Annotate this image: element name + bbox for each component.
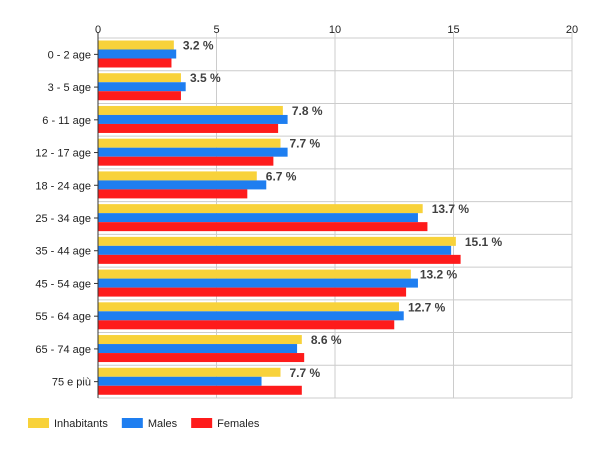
category-label: 25 - 34 age	[35, 213, 91, 225]
bar-males-55-64-age	[98, 311, 404, 321]
bar-females-12-17-age	[98, 156, 274, 166]
bar-females-18-24-age	[98, 189, 248, 199]
bar-inhabitants-55-64-age	[98, 302, 399, 312]
bar-males-3-5-age	[98, 82, 186, 92]
bar-inhabitants-0-2-age	[98, 40, 174, 50]
legend-item-males: Males	[121, 418, 178, 430]
category-label: 12 - 17 age	[35, 148, 91, 160]
bar-females-25-34-age	[98, 222, 428, 232]
data-label-0-2-age: 3.2 %	[183, 39, 214, 53]
bar-females-75-e-pi	[98, 385, 302, 395]
data-label-6-11-age: 7.8 %	[292, 104, 323, 118]
legend-item-inhabitants: Inhabitants	[28, 418, 108, 430]
bar-males-35-44-age	[98, 245, 452, 255]
bar-females-45-54-age	[98, 287, 407, 297]
bar-females-55-64-age	[98, 320, 395, 330]
data-label-55-64-age: 12.7 %	[408, 300, 446, 314]
x-tick-label: 5	[213, 24, 219, 36]
bar-males-0-2-age	[98, 49, 177, 59]
x-tick-label: 20	[566, 24, 578, 36]
category-label: 18 - 24 age	[35, 180, 91, 192]
category-label: 0 - 2 age	[48, 49, 91, 61]
bar-males-18-24-age	[98, 180, 267, 190]
bar-females-65-74-age	[98, 353, 305, 363]
legend-swatch-males	[121, 418, 143, 428]
data-label-18-24-age: 6.7 %	[266, 169, 297, 183]
bar-males-75-e-pi	[98, 376, 262, 386]
data-label-25-34-age: 13.7 %	[432, 202, 470, 216]
bar-inhabitants-65-74-age	[98, 335, 302, 345]
data-label-3-5-age: 3.5 %	[190, 71, 221, 85]
category-label: 3 - 5 age	[48, 82, 91, 94]
data-label-75-e-pi: 7.7 %	[289, 366, 320, 380]
labels-layer: 3.2 % 3.5 % 7.8 % 7.7 % 6.7 % 13.7 % 15.1 % 13.…	[183, 39, 503, 380]
bar-inhabitants-12-17-age	[98, 138, 281, 148]
legend-item-females: Females	[191, 418, 260, 430]
axis-layer: 0 5 10 15 20 0 - 2 age 3 - 5 age 6 - 11 age 12 -…	[35, 24, 578, 398]
x-tick-label: 10	[329, 24, 341, 36]
bar-inhabitants-75-e-pi	[98, 367, 281, 377]
bar-inhabitants-35-44-age	[98, 236, 456, 246]
legend-swatch-females	[191, 418, 213, 428]
bar-males-12-17-age	[98, 147, 288, 157]
bar-males-25-34-age	[98, 213, 418, 223]
legend-label-inhabitants: Inhabitants	[54, 418, 108, 430]
data-label-45-54-age: 13.2 %	[420, 268, 458, 282]
bar-inhabitants-45-54-age	[98, 269, 411, 279]
bar-females-35-44-age	[98, 254, 461, 264]
x-tick-label: 15	[447, 24, 459, 36]
legend-label-males: Males	[148, 418, 178, 430]
x-tick-label: 0	[95, 24, 101, 36]
category-label: 35 - 44 age	[35, 246, 91, 258]
category-label: 45 - 54 age	[35, 278, 91, 290]
data-label-12-17-age: 7.7 %	[289, 137, 320, 151]
category-label: 75 e più	[52, 377, 91, 389]
category-label: 55 - 64 age	[35, 311, 91, 323]
bars-layer	[98, 40, 461, 395]
bar-females-6-11-age	[98, 123, 279, 133]
bar-inhabitants-18-24-age	[98, 171, 257, 181]
bar-females-3-5-age	[98, 91, 181, 101]
legend-label-females: Females	[217, 418, 260, 430]
legend-swatch-inhabitants	[28, 418, 49, 428]
bar-inhabitants-3-5-age	[98, 73, 181, 83]
category-label: 6 - 11 age	[42, 115, 91, 127]
category-label: 65 - 74 age	[35, 344, 91, 356]
bar-inhabitants-25-34-age	[98, 204, 423, 214]
bar-females-0-2-age	[98, 58, 172, 68]
legend: Inhabitants Males Females	[28, 418, 260, 430]
bar-males-45-54-age	[98, 278, 418, 288]
bar-males-65-74-age	[98, 344, 298, 354]
data-label-35-44-age: 15.1 %	[465, 235, 503, 249]
data-label-65-74-age: 8.6 %	[311, 333, 342, 347]
bar-inhabitants-6-11-age	[98, 105, 283, 115]
bar-males-6-11-age	[98, 114, 288, 124]
